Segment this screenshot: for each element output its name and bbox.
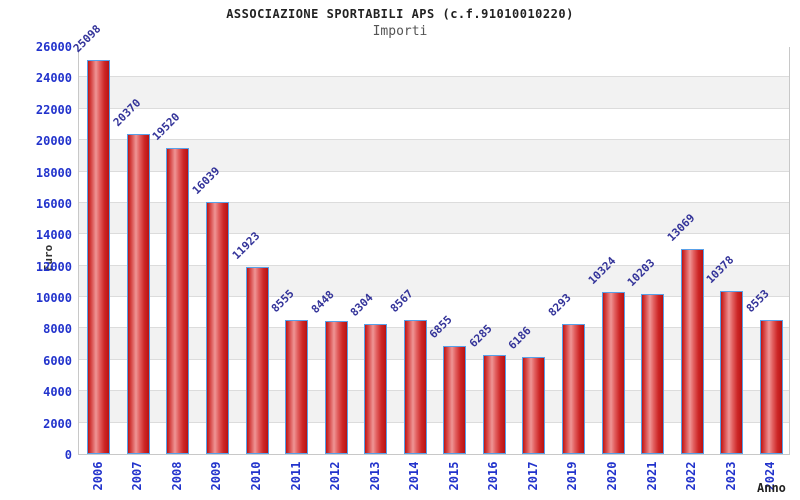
gridline [79,76,789,78]
x-axis-title: Anno [757,481,786,495]
gridline [79,139,789,141]
x-tick-label: 2017 [525,461,540,491]
y-tick-label: 16000 [35,196,72,211]
y-tick-label: 10000 [35,291,72,306]
y-tick-label: 24000 [35,71,72,86]
bar [245,266,269,454]
x-tick-label: 2016 [486,461,501,491]
x-tick-label: 2021 [644,461,659,491]
bar [126,134,150,454]
y-tick-label: 12000 [35,259,72,274]
chart-title: ASSOCIAZIONE SPORTABILI APS (c.f.9101001… [226,7,574,21]
gridline [79,421,789,423]
y-tick-label: 2000 [43,416,72,431]
gridline [79,296,789,298]
bar [87,60,111,454]
gridline [79,390,789,392]
plot-stripe [79,328,789,360]
plot-stripe [79,391,789,423]
x-tick-label: 2013 [367,461,382,491]
bar [561,323,585,454]
bar [522,356,546,454]
bar [166,147,190,454]
y-tick-label: 6000 [43,353,72,368]
y-tick-label: 0 [64,448,72,462]
plot-area: 25098 20370 19520 16039 11923 8555 8448 8304 856… [71,23,790,455]
plot-stripe [79,108,789,141]
bar [601,292,625,454]
plot-stripe [79,202,789,235]
plot-stripe [79,46,789,78]
x-tick-label: 2022 [684,461,699,491]
x-tick-label: 2008 [169,461,184,491]
y-tick-label: 22000 [35,102,72,117]
gridline [79,264,789,266]
x-tick-label: 2010 [249,461,263,491]
plot-stripe [79,297,789,329]
gridline [79,327,789,329]
y-tick-label: 14000 [35,228,72,243]
y-tick-label: 8000 [43,322,72,337]
plot-stripe [79,171,789,203]
x-tick-label: 2014 [407,461,422,491]
gridline [79,107,789,109]
bar [680,248,704,454]
y-tick-label: 18000 [35,165,72,180]
y-tick-label: 26000 [35,40,72,54]
plot-stripe [79,422,789,454]
y-tick-label: 20000 [35,134,72,149]
x-tick-label: 2007 [130,461,145,491]
bar [482,355,506,454]
plot-stripe [79,77,789,109]
gridline [79,170,789,172]
x-tick-label: 2020 [605,461,619,491]
plot-stripe [79,140,789,172]
chart-subtitle: Importi [372,24,428,39]
bar [364,323,388,454]
bar [720,291,744,454]
gridline [79,201,789,203]
gridline [79,358,789,360]
plot-stripe [79,359,789,392]
bar [759,319,783,454]
bar [205,202,229,454]
y-tick-label: 4000 [43,385,72,400]
x-tick-label: 2023 [723,461,738,491]
plot-stripe [79,265,789,298]
bar [403,319,427,454]
x-tick-label: 2006 [90,461,105,491]
x-tick-label: 2012 [328,461,343,491]
bar [443,346,467,454]
x-tick-label: 2009 [209,461,224,491]
bar [285,319,309,454]
gridline [79,233,789,235]
bar [324,321,348,454]
plot-stripe [79,234,789,266]
x-tick-label: 2011 [288,461,303,491]
x-tick-label: 2019 [565,461,580,491]
bar [641,293,665,454]
x-tick-label: 2015 [446,461,461,491]
